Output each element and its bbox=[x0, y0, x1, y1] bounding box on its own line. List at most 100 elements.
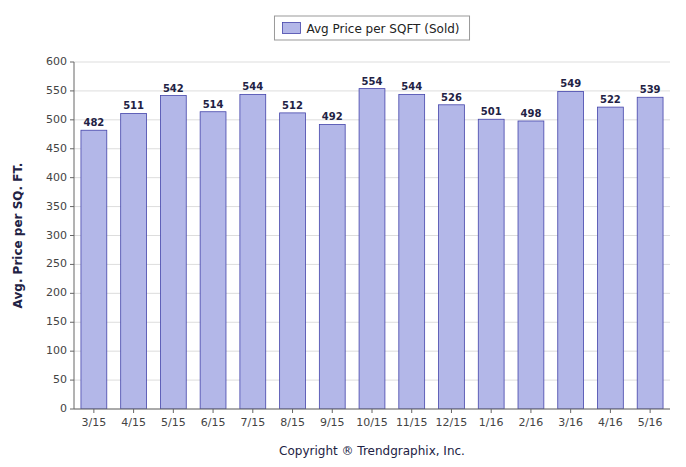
y-tick bbox=[70, 380, 74, 381]
y-axis-line bbox=[74, 62, 75, 409]
y-tick bbox=[70, 148, 74, 149]
data-label: 514 bbox=[203, 99, 224, 110]
data-label: 549 bbox=[560, 78, 581, 89]
chart: 0 50 100 150 200 250 300 350 400 450 500 550 600 482 5… bbox=[0, 0, 686, 467]
x-tick bbox=[292, 409, 293, 413]
data-label: 554 bbox=[362, 76, 383, 87]
bar bbox=[359, 89, 385, 409]
x-tick bbox=[570, 409, 571, 413]
bar bbox=[240, 94, 266, 409]
bar bbox=[518, 121, 544, 409]
x-tick bbox=[252, 409, 253, 413]
y-tick-label: 50 bbox=[53, 373, 67, 386]
legend-swatch bbox=[282, 23, 300, 34]
data-label: 522 bbox=[600, 94, 621, 105]
y-tick bbox=[70, 90, 74, 91]
y-tick-label: 550 bbox=[46, 84, 67, 97]
x-axis: 3/15 4/15 5/15 6/15 7/15 8/15 9/15 10/15 11/15 12… bbox=[74, 409, 670, 429]
bar bbox=[160, 96, 186, 409]
x-tick-label: 5/15 bbox=[161, 416, 186, 429]
data-label: 501 bbox=[481, 106, 502, 117]
bar bbox=[200, 112, 226, 409]
y-tick-label: 200 bbox=[46, 286, 67, 299]
bar bbox=[478, 119, 504, 409]
grid-line bbox=[74, 62, 670, 63]
y-tick-label: 150 bbox=[46, 315, 67, 328]
data-label: 544 bbox=[242, 81, 263, 92]
data-label: 526 bbox=[441, 92, 462, 103]
x-tick-label: 11/15 bbox=[396, 416, 428, 429]
x-tick bbox=[650, 409, 651, 413]
y-tick-label: 100 bbox=[46, 344, 67, 357]
bar bbox=[439, 105, 465, 409]
bars bbox=[81, 89, 663, 409]
x-tick bbox=[530, 409, 531, 413]
data-labels: 482 511 542 514 544 512 492 554 544 526 501 498 549 5… bbox=[83, 76, 660, 129]
legend-frame bbox=[274, 16, 469, 40]
x-tick-label: 2/16 bbox=[519, 416, 544, 429]
x-tick-label: 7/15 bbox=[240, 416, 265, 429]
y-tick-label: 400 bbox=[46, 171, 67, 184]
y-tick bbox=[70, 235, 74, 236]
y-tick bbox=[70, 119, 74, 120]
bar bbox=[399, 94, 425, 409]
grid bbox=[74, 62, 670, 409]
bar bbox=[121, 113, 147, 409]
x-tick bbox=[372, 409, 373, 413]
x-tick bbox=[133, 409, 134, 413]
data-label: 482 bbox=[83, 117, 104, 128]
legend: Avg Price per SQFT (Sold) bbox=[274, 16, 469, 40]
y-tick bbox=[70, 206, 74, 207]
y-tick bbox=[70, 322, 74, 323]
y-axis: 0 50 100 150 200 250 300 350 400 450 500 550 600 bbox=[46, 55, 74, 415]
data-label: 539 bbox=[640, 84, 661, 95]
data-label: 492 bbox=[322, 111, 343, 122]
y-tick-label: 450 bbox=[46, 142, 67, 155]
x-tick bbox=[411, 409, 412, 413]
x-tick bbox=[93, 409, 94, 413]
bar bbox=[597, 107, 623, 409]
bar bbox=[319, 124, 345, 409]
bar bbox=[558, 91, 584, 409]
y-tick bbox=[70, 264, 74, 265]
y-tick-label: 500 bbox=[46, 113, 67, 126]
x-tick bbox=[213, 409, 214, 413]
data-label: 511 bbox=[123, 100, 144, 111]
y-tick-label: 600 bbox=[46, 55, 67, 68]
x-tick bbox=[451, 409, 452, 413]
x-tick bbox=[491, 409, 492, 413]
x-tick bbox=[610, 409, 611, 413]
x-axis-label: Copyright ® Trendgraphix, Inc. bbox=[279, 444, 465, 458]
x-tick-label: 3/15 bbox=[82, 416, 107, 429]
legend-label: Avg Price per SQFT (Sold) bbox=[306, 22, 459, 36]
data-label: 542 bbox=[163, 83, 184, 94]
y-tick bbox=[70, 351, 74, 352]
bar bbox=[280, 113, 306, 409]
data-label: 544 bbox=[401, 81, 422, 92]
y-tick-label: 300 bbox=[46, 229, 67, 242]
x-tick-label: 6/15 bbox=[201, 416, 226, 429]
x-tick-label: 10/15 bbox=[356, 416, 388, 429]
x-tick-label: 1/16 bbox=[479, 416, 504, 429]
data-label: 512 bbox=[282, 100, 303, 111]
y-tick bbox=[70, 409, 74, 410]
x-tick bbox=[332, 409, 333, 413]
x-tick-label: 12/15 bbox=[436, 416, 468, 429]
y-tick bbox=[70, 177, 74, 178]
data-label: 498 bbox=[520, 108, 541, 119]
x-tick-label: 4/16 bbox=[598, 416, 623, 429]
x-tick-label: 3/16 bbox=[558, 416, 583, 429]
x-tick-label: 9/15 bbox=[320, 416, 345, 429]
bar bbox=[81, 130, 107, 409]
bar bbox=[637, 97, 663, 409]
y-axis-label: Avg. Price per SQ. FT. bbox=[11, 163, 25, 309]
y-tick bbox=[70, 62, 74, 63]
x-tick-label: 5/16 bbox=[638, 416, 663, 429]
x-tick-label: 8/15 bbox=[280, 416, 305, 429]
x-tick-label: 4/15 bbox=[121, 416, 146, 429]
y-tick-label: 0 bbox=[60, 402, 67, 415]
y-tick-label: 250 bbox=[46, 257, 67, 270]
x-tick bbox=[173, 409, 174, 413]
y-tick bbox=[70, 293, 74, 294]
y-tick-label: 350 bbox=[46, 200, 67, 213]
